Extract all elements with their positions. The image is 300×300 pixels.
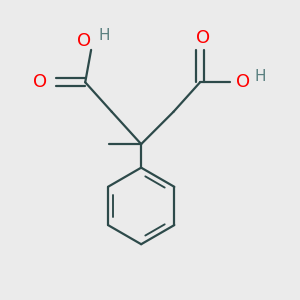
Text: O: O (196, 29, 210, 47)
Text: O: O (77, 32, 91, 50)
Text: H: H (255, 69, 266, 84)
Text: O: O (32, 73, 46, 91)
Text: H: H (99, 28, 110, 43)
Text: O: O (236, 73, 250, 91)
